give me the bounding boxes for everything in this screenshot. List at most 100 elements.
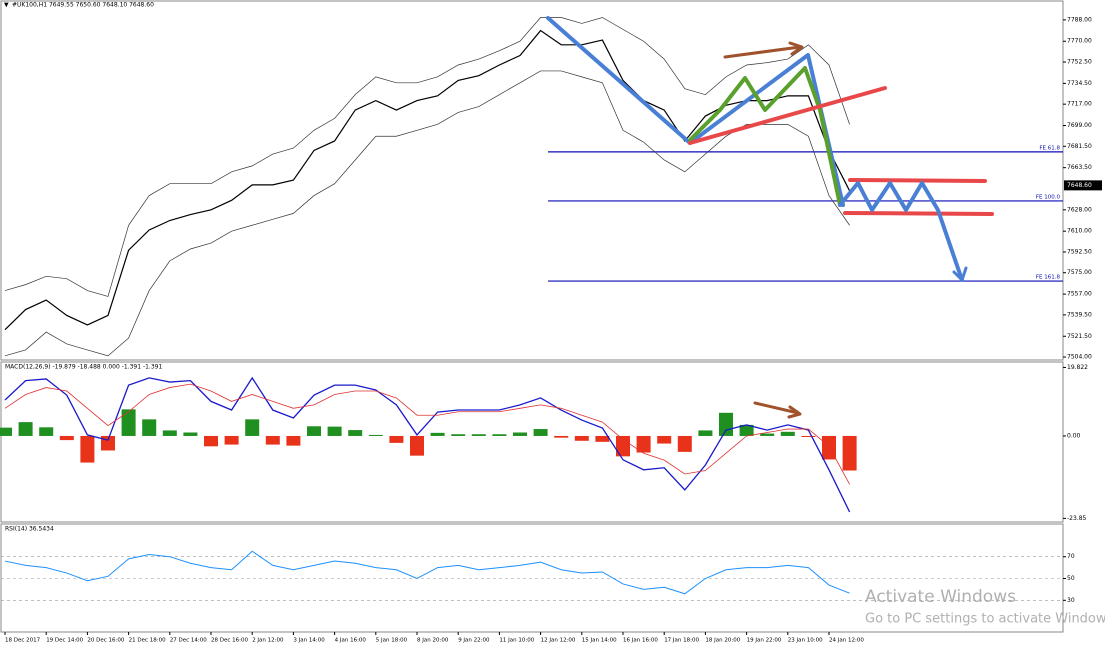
panel-title: RSI(14) 36.5434 <box>5 526 54 533</box>
histogram-bar <box>389 435 404 443</box>
series-line <box>4 383 850 485</box>
channel-line <box>688 86 887 145</box>
histogram-bar <box>554 435 569 438</box>
y-tick-label: 7699.00 <box>1067 122 1092 129</box>
x-tick-label: 15 Jan 14:00 <box>582 638 617 644</box>
watermark-subtitle: Go to PC settings to activate Windows <box>865 612 1105 627</box>
y-tick-label: 50 <box>1067 575 1075 582</box>
y-tick-label: 7663.50 <box>1067 164 1092 171</box>
x-tick-label: 19 Dec 14:00 <box>46 638 83 644</box>
y-tick-label: 70 <box>1067 553 1075 560</box>
histogram-bar <box>142 419 157 436</box>
y-tick-label: -23.85 <box>1067 515 1087 522</box>
x-tick-label: 17 Jan 18:00 <box>664 638 699 644</box>
divergence-arrow <box>753 401 800 415</box>
fibo-label: FE 61.8 <box>1039 145 1060 151</box>
histogram-bar <box>348 430 363 436</box>
series-line <box>4 376 851 513</box>
y-tick-label: 7610.00 <box>1067 228 1092 235</box>
x-tick-label: 5 Jan 18:00 <box>376 638 408 644</box>
projection-path <box>838 181 964 282</box>
histogram-bar <box>162 430 177 436</box>
panel-title: #UK100,H1 7649.55 7650.60 7648.10 7648.6… <box>12 2 154 9</box>
panel-title: MACD(12,26,9) -19.879 -18.488 0.000 -1.3… <box>5 364 162 371</box>
x-tick-label: 27 Dec 14:00 <box>170 638 207 644</box>
histogram-bar <box>513 432 527 436</box>
divergence-arrowhead <box>787 405 802 419</box>
x-tick-label: 16 Jan 16:00 <box>623 638 658 644</box>
histogram-bar <box>204 435 218 447</box>
x-tick-label: 20 Dec 16:00 <box>87 638 124 644</box>
x-tick-label: 9 Jan 22:00 <box>458 638 490 644</box>
histogram-bar <box>698 430 713 436</box>
histogram-bar <box>265 435 280 445</box>
histogram-bar <box>780 431 795 436</box>
histogram-bar <box>842 435 857 471</box>
histogram-bar <box>739 424 754 436</box>
histogram-bar <box>59 435 74 441</box>
price-panel <box>0 0 1064 361</box>
series-line <box>4 29 851 331</box>
histogram-bar <box>657 435 672 444</box>
x-tick-label: 3 Jan 14:00 <box>293 638 325 644</box>
histogram-bar <box>0 427 12 436</box>
projection-arrowhead <box>952 266 968 282</box>
histogram-bar <box>677 435 692 452</box>
range-bottom <box>843 211 994 216</box>
zigzag-green <box>688 66 842 207</box>
y-tick-label: 0.00 <box>1067 432 1081 439</box>
histogram-bar <box>430 432 445 436</box>
histogram-bar <box>183 432 198 436</box>
menu-arrow[interactable]: ▼ <box>4 2 9 9</box>
x-tick-label: 8 Jan 20:00 <box>417 638 449 644</box>
y-tick-label: 7628.00 <box>1067 206 1092 213</box>
histogram-bar <box>574 435 589 441</box>
series-line <box>4 550 850 595</box>
y-tick-label: 7717.00 <box>1067 101 1092 108</box>
histogram-bar <box>410 435 424 456</box>
macd-panel <box>0 361 1064 523</box>
histogram-bar <box>492 434 507 436</box>
price-tag <box>1064 180 1102 191</box>
y-tick-label: 19.822 <box>1067 364 1088 371</box>
histogram-bar <box>616 435 630 457</box>
histogram-bar <box>327 426 342 436</box>
annotations <box>546 16 994 419</box>
histogram-bar <box>533 429 548 436</box>
x-tick-label: 4 Jan 16:00 <box>335 638 367 644</box>
histogram-bar <box>39 427 54 436</box>
histogram-bar <box>451 434 466 436</box>
histogram-bar <box>471 434 486 436</box>
y-tick-label: 7752.50 <box>1067 59 1092 66</box>
y-tick-label: 7681.50 <box>1067 143 1092 150</box>
y-tick-label: 7557.00 <box>1067 291 1092 298</box>
y-tick-label: 7592.50 <box>1067 248 1092 255</box>
series-line <box>4 17 850 297</box>
series-line <box>4 70 850 357</box>
histogram-bar <box>801 435 816 437</box>
histogram-bar <box>121 409 136 436</box>
histogram-bar <box>224 435 239 445</box>
trend-arrow <box>723 45 802 59</box>
y-tick-label: 30 <box>1067 597 1075 604</box>
y-tick-label: 7770.00 <box>1067 38 1092 45</box>
y-tick-label: 7521.50 <box>1067 333 1092 340</box>
histogram-bar <box>245 419 260 436</box>
x-tick-label: 24 Jan 12:00 <box>829 638 864 644</box>
x-tick-label: 18 Dec 2017 <box>5 638 41 644</box>
histogram-bar <box>368 434 383 436</box>
y-tick-label: 7504.00 <box>1067 354 1092 361</box>
x-tick-label: 12 Jan 12:00 <box>541 638 576 644</box>
x-tick-label: 19 Jan 22:00 <box>747 638 782 644</box>
histogram-bar <box>719 412 733 436</box>
histogram-bar <box>636 435 651 453</box>
watermark-title: Activate Windows <box>865 587 1016 607</box>
y-tick-label: 7734.50 <box>1067 80 1092 87</box>
y-tick-label: 7575.00 <box>1067 269 1092 276</box>
histogram-bar <box>101 435 115 451</box>
y-tick-label: 7539.50 <box>1067 311 1092 318</box>
histogram-bar <box>760 433 775 436</box>
fibo-label: FE 161.8 <box>1036 275 1061 281</box>
